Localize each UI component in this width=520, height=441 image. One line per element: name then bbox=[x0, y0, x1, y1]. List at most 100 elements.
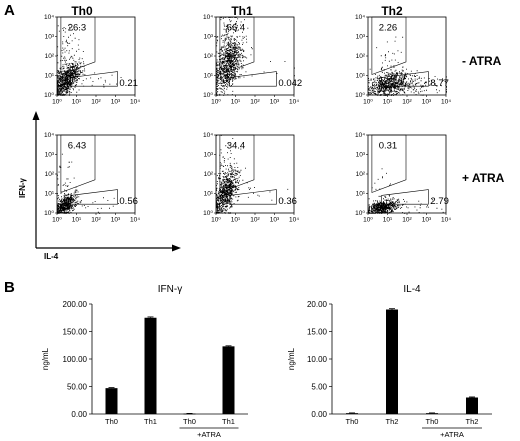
y-tick-label: 20.00 bbox=[307, 300, 328, 309]
bar bbox=[386, 309, 398, 414]
x-tick-label: 10⁴ bbox=[130, 99, 140, 106]
flow-events bbox=[216, 17, 295, 96]
bar bbox=[222, 346, 235, 414]
il4-gate-percent: 0.042 bbox=[278, 78, 302, 89]
x-tick-label: 10¹ bbox=[383, 99, 393, 106]
x-tick-label: 10⁴ bbox=[289, 99, 299, 106]
y-tick-label: 10³ bbox=[204, 152, 214, 159]
x-tick-label: 10⁰ bbox=[52, 217, 62, 224]
y-tick-label: 10² bbox=[204, 171, 214, 178]
y-tick-label: 10³ bbox=[356, 34, 366, 41]
y-tick-label: 10⁴ bbox=[355, 14, 365, 21]
y-tick-label: 10² bbox=[204, 53, 214, 60]
y-axis-label: ng/mL bbox=[287, 347, 296, 370]
y-tick-label: 10¹ bbox=[204, 73, 214, 80]
flow-events bbox=[57, 153, 119, 214]
x-tick-label: 10⁰ bbox=[211, 99, 221, 106]
group-label: +ATRA bbox=[440, 430, 464, 439]
x-category-label: Th2 bbox=[386, 417, 399, 426]
x-tick-label: 10⁰ bbox=[363, 99, 373, 106]
y-tick-label: 10⁴ bbox=[203, 14, 213, 21]
bar-chart-ifng: IFN-γ 0.00 50.00 100.00 150.00 200.00 ng/mL Th0… bbox=[41, 284, 248, 439]
column-title-th2: Th2 bbox=[381, 4, 403, 18]
y-tick-label: 10¹ bbox=[204, 191, 214, 198]
y-tick-label: 5.00 bbox=[311, 383, 327, 392]
y-tick-label: 10⁰ bbox=[203, 210, 213, 217]
il4-gate bbox=[381, 189, 429, 205]
bar-chart-title: IL-4 bbox=[403, 284, 421, 295]
il4-gate bbox=[381, 71, 429, 87]
column-title-th0: Th0 bbox=[71, 4, 93, 18]
y-tick-label: 10² bbox=[45, 53, 55, 60]
x-tick-label: 10² bbox=[91, 99, 101, 106]
y-tick-label: 0.00 bbox=[311, 410, 327, 419]
y-tick-label: 10³ bbox=[356, 152, 366, 159]
ifng-gate-percent: 34.4 bbox=[227, 141, 246, 152]
ifng-gate bbox=[219, 134, 255, 193]
y-tick-label: 10² bbox=[356, 53, 366, 60]
x-tick-label: 10³ bbox=[111, 217, 121, 224]
x-tick-label: 10³ bbox=[422, 217, 432, 224]
ifng-gate bbox=[371, 134, 407, 193]
il4-gate-percent: 0.56 bbox=[119, 196, 137, 207]
bar-chart-il4: IL-4 0.00 5.00 10.00 15.00 20.00 ng/mL Th0 Th2 Th… bbox=[287, 284, 492, 439]
x-tick-label: 10⁴ bbox=[441, 99, 451, 106]
panel-b: B IFN-γ 0.00 50.00 100.00 150.00 200.00 ng/mL T… bbox=[4, 279, 492, 439]
y-tick-label: 100.00 bbox=[63, 355, 88, 364]
ifng-gate bbox=[219, 16, 255, 75]
x-tick-label: 10¹ bbox=[383, 217, 393, 224]
x-category-label: Th1 bbox=[222, 417, 235, 426]
bar bbox=[346, 413, 358, 414]
column-title-th1: Th1 bbox=[231, 4, 253, 18]
y-tick-label: 10¹ bbox=[356, 191, 366, 198]
ifng-gate-percent: 26.3 bbox=[68, 23, 87, 34]
x-category-label: Th1 bbox=[144, 417, 157, 426]
y-tick-label: 50.00 bbox=[67, 383, 88, 392]
ifng-gate-percent: 2.26 bbox=[379, 23, 398, 34]
x-tick-label: 10⁴ bbox=[441, 217, 451, 224]
y-axis-arrowhead bbox=[32, 111, 40, 120]
panel-a: A Th0 Th1 Th2 - ATRA + ATRA IFN-γ IL-4 1… bbox=[4, 2, 505, 261]
flow-events bbox=[57, 23, 122, 96]
bar bbox=[466, 397, 478, 414]
group-label: +ATRA bbox=[197, 430, 221, 439]
y-tick-label: 10⁰ bbox=[355, 210, 365, 217]
x-tick-label: 10⁰ bbox=[52, 99, 62, 106]
bar bbox=[426, 413, 438, 414]
x-tick-label: 10¹ bbox=[72, 217, 82, 224]
y-tick-label: 10² bbox=[356, 171, 366, 178]
x-tick-label: 10⁰ bbox=[363, 217, 373, 224]
il4-gate bbox=[70, 71, 118, 87]
flow-events bbox=[368, 36, 447, 96]
bar-chart-title: IFN-γ bbox=[158, 284, 182, 295]
y-tick-label: 10³ bbox=[204, 34, 214, 41]
y-tick-label: 0.00 bbox=[71, 410, 87, 419]
y-tick-label: 10¹ bbox=[45, 191, 55, 198]
x-tick-label: 10⁰ bbox=[211, 217, 221, 224]
row-label-minus-atra: - ATRA bbox=[462, 54, 502, 68]
il4-gate-percent: 0.36 bbox=[278, 196, 297, 207]
y-tick-label: 10² bbox=[45, 171, 55, 178]
x-tick-label: 10⁴ bbox=[130, 217, 140, 224]
x-tick-label: 10³ bbox=[270, 217, 280, 224]
x-tick-label: 10³ bbox=[111, 99, 121, 106]
ifng-gate-percent: 66.4 bbox=[227, 23, 246, 34]
x-tick-label: 10³ bbox=[270, 99, 280, 106]
x-tick-label: 10² bbox=[402, 217, 412, 224]
y-tick-label: 150.00 bbox=[63, 328, 88, 337]
il4-gate bbox=[229, 71, 277, 87]
y-tick-label: 10⁰ bbox=[203, 92, 213, 99]
il4-gate-percent: 0.21 bbox=[119, 78, 137, 89]
bar bbox=[183, 413, 196, 415]
x-tick-label: 10¹ bbox=[72, 99, 82, 106]
y-axis-label: ng/mL bbox=[41, 347, 50, 370]
x-tick-label: 10² bbox=[91, 217, 101, 224]
x-tick-label: 10³ bbox=[422, 99, 432, 106]
y-tick-label: 10¹ bbox=[356, 73, 366, 80]
il4-gate-percent: 8.77 bbox=[430, 78, 449, 89]
